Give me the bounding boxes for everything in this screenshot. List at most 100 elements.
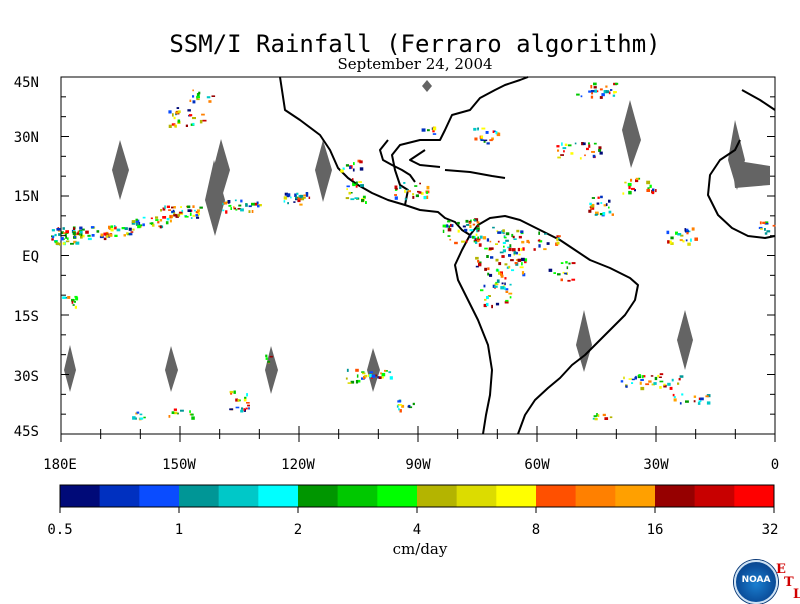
- rainfall-pixel: [51, 229, 55, 232]
- rainfall-pixel: [556, 238, 559, 242]
- rainfall-pixel: [235, 209, 238, 211]
- rainfall-pixel: [598, 146, 602, 150]
- rainfall-pixel: [403, 182, 406, 184]
- rainfall-pixel: [350, 380, 355, 384]
- rainfall-pixel: [564, 272, 567, 275]
- rainfall-pixel: [447, 228, 452, 232]
- rainfall-pixel: [360, 184, 364, 187]
- rainfall-pixel: [173, 213, 177, 217]
- rainfall-pixel: [72, 231, 76, 235]
- rainfall-pixel: [563, 150, 565, 153]
- rainfall-pixel: [426, 191, 428, 194]
- rainfall-pixel: [87, 237, 92, 241]
- rainfall-pixel: [486, 142, 490, 145]
- rainfall-pixel: [175, 111, 179, 114]
- rainfall-pixel: [238, 399, 241, 402]
- rainfall-pixel: [544, 233, 548, 235]
- rainfall-pixel: [590, 90, 595, 93]
- rainfall-pixel: [397, 400, 402, 403]
- rainfall-pixel: [378, 376, 382, 379]
- rainfall-pixel: [518, 235, 522, 239]
- rainfall-pixel: [501, 255, 505, 258]
- rainfall-pixel: [348, 191, 351, 195]
- rainfall-pixel: [187, 109, 191, 112]
- rainfall-pixel: [667, 240, 670, 244]
- rainfall-pixel: [381, 372, 386, 377]
- rainfall-pixel: [448, 225, 451, 229]
- rainfall-pixel: [66, 240, 70, 243]
- rainfall-pixel: [498, 271, 502, 275]
- rainfall-pixel: [500, 286, 505, 290]
- rainfall-pixel: [475, 241, 478, 244]
- rainfall-pixel: [576, 93, 580, 96]
- rainfall-pixel: [513, 253, 516, 256]
- rainfall-pixel: [374, 374, 377, 377]
- rainfall-pixel: [345, 377, 348, 380]
- rainfall-pixel: [229, 390, 234, 394]
- rainfall-pixel: [504, 286, 506, 290]
- rainfall-pixel: [185, 124, 188, 127]
- rainfall-pixel: [520, 230, 524, 234]
- rainfall-pixel: [528, 241, 530, 244]
- rainfall-pixel: [596, 202, 600, 205]
- rainfall-pixel: [693, 400, 696, 403]
- rainfall-pixel: [265, 354, 268, 358]
- rainfall-pixel: [454, 241, 458, 245]
- rainfall-pixel: [504, 282, 506, 286]
- rainfall-pixel: [418, 191, 422, 194]
- lat-label: 45S: [13, 424, 39, 440]
- rainfall-pixel: [189, 99, 192, 102]
- rainfall-pixel: [465, 239, 468, 243]
- rainfall-pixel: [75, 297, 79, 301]
- rainfall-pixel: [677, 233, 682, 236]
- rainfall-pixel: [287, 202, 289, 205]
- rainfall-pixel: [283, 196, 288, 200]
- rainfall-pixel: [162, 207, 166, 211]
- rainfall-pixel: [646, 188, 650, 192]
- colorbar-swatch: [99, 485, 140, 507]
- rainfall-pixel: [246, 402, 250, 404]
- rainfall-pixel: [603, 90, 608, 94]
- rainfall-pixel: [388, 371, 392, 374]
- rainfall-pixel: [599, 151, 603, 155]
- rainfall-pixel: [598, 149, 602, 152]
- rainfall-pixel: [681, 393, 684, 396]
- rainfall-pixel: [294, 193, 297, 197]
- rainfall-pixel: [492, 284, 495, 288]
- rainfall-pixel: [659, 373, 664, 376]
- rainfall-pixel: [491, 137, 494, 141]
- rainfall-pixel: [151, 223, 155, 227]
- rainfall-pixel: [349, 192, 353, 194]
- rainfall-pixel: [508, 292, 513, 295]
- rainfall-pixel: [241, 407, 244, 410]
- rainfall-pixel: [638, 177, 641, 180]
- rainfall-pixel: [362, 195, 366, 199]
- rainfall-pixel: [492, 226, 495, 229]
- rainfall-pixel: [759, 221, 762, 225]
- rainfall-pixel: [482, 236, 487, 240]
- rainfall-pixel: [543, 248, 547, 251]
- rainfall-pixel: [679, 239, 683, 242]
- rainfall-pixel: [248, 205, 252, 208]
- rainfall-pixel: [593, 82, 597, 86]
- rainfall-pixel: [286, 193, 291, 197]
- rainfall-pixel: [667, 382, 671, 386]
- rainfall-pixel: [488, 247, 493, 250]
- rainfall-pixel: [464, 228, 468, 232]
- rainfall-pixel: [560, 262, 564, 264]
- logo-letter-l: L: [793, 587, 800, 602]
- rainfall-pixel: [240, 409, 244, 413]
- rainfall-pixel: [196, 96, 200, 99]
- rainfall-pixel: [77, 230, 80, 233]
- rainfall-pixel: [599, 96, 603, 99]
- rainfall-pixel: [100, 233, 104, 237]
- colorbar-tick-label: 8: [531, 522, 541, 538]
- rainfall-pixel: [500, 272, 503, 276]
- rainfall-pixel: [521, 262, 523, 266]
- rainfall-pixel: [235, 406, 240, 409]
- rainfall-pixel: [772, 224, 776, 227]
- rainfall-pixel: [123, 234, 126, 237]
- rainfall-pixel: [54, 240, 58, 244]
- rainfall-pixel: [602, 212, 606, 216]
- rainfall-pixel: [61, 231, 64, 235]
